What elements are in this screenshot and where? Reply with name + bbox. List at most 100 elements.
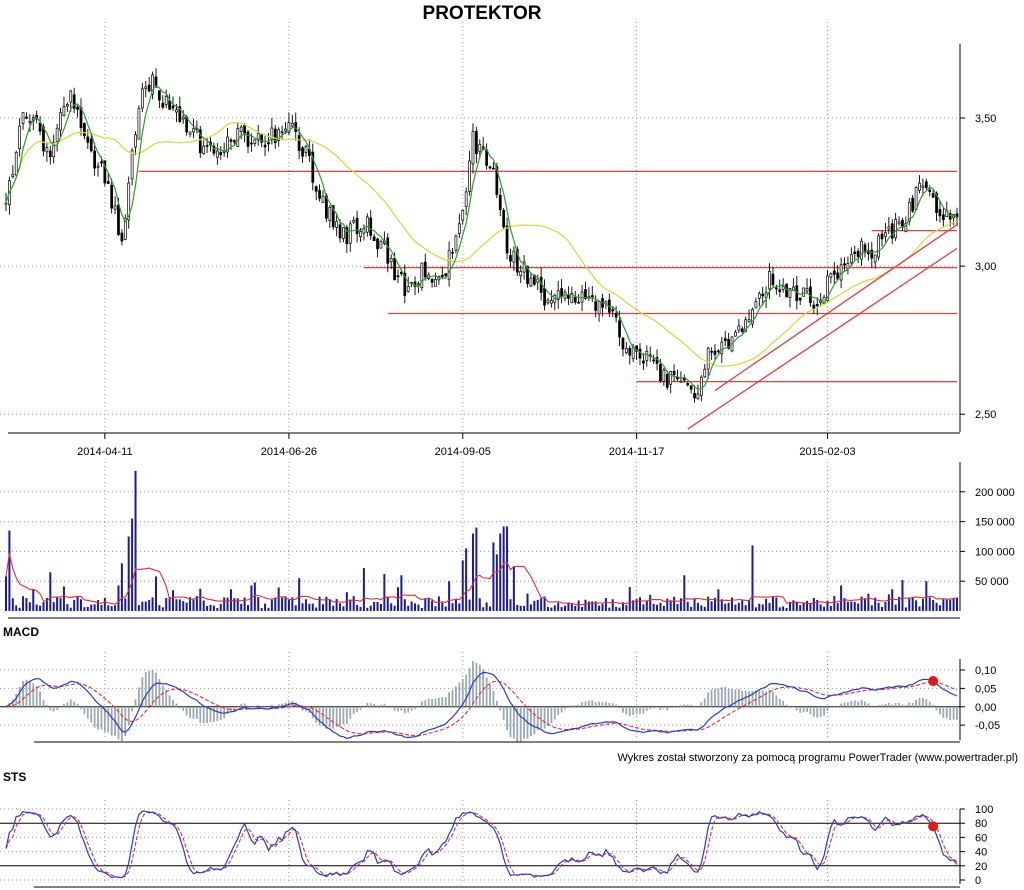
candle-body: [788, 288, 792, 298]
candle-body: [894, 219, 898, 239]
volume-bar: [734, 604, 737, 611]
volume-bar: [212, 605, 215, 611]
macd-signal-line: [5, 680, 958, 737]
volume-bar: [90, 604, 93, 611]
macd-hist-bar: [925, 699, 928, 707]
volume-bar: [826, 600, 829, 611]
candle-body: [921, 185, 925, 188]
volume-moving-average: [5, 553, 958, 606]
candle-body: [461, 210, 465, 221]
candle-body: [645, 350, 649, 361]
candle-body: [11, 173, 15, 177]
macd-hist-bar: [451, 690, 454, 707]
candle-body: [18, 125, 22, 149]
macd-hist-bar: [669, 706, 672, 708]
volume-bar: [52, 602, 55, 611]
macd-hist-bar: [928, 701, 931, 707]
volume-bar: [611, 599, 614, 611]
volume-bar: [656, 604, 659, 611]
macd-hist-bar: [901, 704, 904, 707]
macd-hist-bar: [795, 706, 798, 711]
volume-bar: [124, 598, 127, 611]
candle-body: [55, 127, 59, 142]
candle-body: [631, 346, 635, 359]
candle-body: [284, 128, 287, 132]
price-y-tick-label: 3,00: [975, 261, 996, 273]
candle-body: [158, 90, 161, 101]
volume-bar: [587, 601, 590, 611]
candle-body: [914, 187, 918, 210]
candle-body: [434, 278, 437, 287]
volume-bar: [226, 597, 229, 611]
macd-panel: MACD -0,05 0,00 0,05 0,10: [0, 625, 1000, 743]
candle-body: [720, 341, 724, 355]
candle-body: [860, 240, 863, 260]
macd-hist-bar: [35, 686, 38, 707]
macd-hist-bar: [206, 706, 209, 724]
volume-bar: [253, 582, 256, 611]
candle-body: [556, 290, 560, 300]
candle-body: [52, 142, 56, 158]
macd-hist-bar: [625, 706, 628, 715]
macd-hist-bar: [49, 706, 52, 711]
candle-body: [96, 165, 100, 168]
volume-bar: [325, 596, 328, 611]
volume-bar: [356, 604, 359, 611]
volume-bar: [744, 605, 747, 611]
candle-body: [744, 319, 748, 333]
candle-body: [594, 301, 598, 311]
candle-body: [924, 181, 928, 188]
macd-hist-bar: [482, 669, 485, 707]
candle-body: [829, 273, 833, 278]
volume-bar: [853, 601, 856, 611]
volume-bar: [792, 600, 795, 611]
candle-body: [362, 228, 366, 234]
candle-body: [935, 192, 938, 213]
macd-hist-bar: [342, 706, 345, 725]
macd-hist-bar: [240, 703, 243, 707]
macd-hist-bar: [932, 704, 935, 707]
candle-body: [181, 116, 185, 120]
price-x-tick-label: 2014-11-17: [609, 446, 664, 458]
candle-body: [928, 189, 932, 192]
macd-hist-bar: [570, 705, 573, 707]
candle-body: [686, 383, 690, 386]
macd-hist-bar: [424, 700, 427, 707]
candle-body: [134, 134, 137, 148]
candle-body: [263, 144, 267, 148]
candle-body: [515, 249, 519, 273]
volume-bar: [15, 605, 18, 611]
macd-hist-bar: [754, 690, 757, 707]
volume-bar: [110, 606, 113, 611]
macd-hist-bar: [758, 689, 761, 707]
macd-hist-bar: [461, 679, 464, 707]
macd-hist-bar: [809, 706, 812, 715]
candle-body: [785, 283, 788, 298]
volume-bar: [884, 602, 887, 611]
volume-bar: [887, 594, 890, 611]
macd-hist-bar: [680, 705, 682, 707]
macd-hist-bar: [744, 690, 747, 707]
candle-body: [532, 274, 536, 285]
volume-bar: [710, 601, 713, 611]
candle-body: [171, 105, 175, 109]
volume-bar: [877, 602, 880, 611]
volume-bar: [127, 536, 130, 611]
candle-body: [904, 222, 908, 232]
macd-hist-bar: [543, 706, 546, 729]
volume-bar: [540, 598, 543, 611]
macd-hist-bar: [748, 691, 750, 707]
macd-hist-bar: [864, 701, 866, 707]
candle-body: [751, 309, 754, 325]
volume-bar: [921, 598, 924, 611]
volume-bar: [73, 599, 76, 611]
candle-body: [154, 76, 158, 88]
macd-axes: -0,05 0,00 0,05 0,10: [34, 659, 1000, 743]
macd-hist-bar: [311, 706, 314, 719]
volume-bar: [703, 606, 706, 611]
candle-body: [215, 150, 219, 158]
volume-bar: [11, 598, 14, 611]
macd-hist-bar: [605, 701, 607, 707]
candle-body: [406, 286, 410, 292]
candle-body: [423, 261, 427, 278]
